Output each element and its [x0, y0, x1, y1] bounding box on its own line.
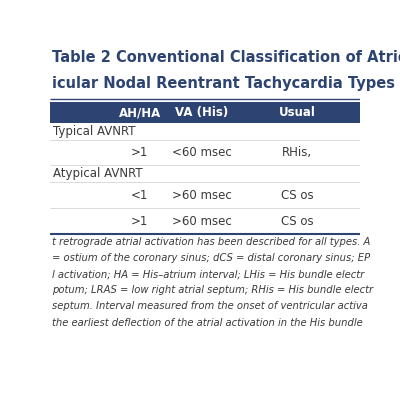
Text: Table 2 Conventional Classification of Atrioventr-: Table 2 Conventional Classification of A…: [52, 50, 400, 64]
Bar: [50, 140, 360, 165]
Text: >1: >1: [131, 146, 148, 159]
Text: <60 msec: <60 msec: [172, 146, 232, 159]
Text: Usual: Usual: [279, 106, 316, 119]
Text: Typical AVNRT: Typical AVNRT: [53, 126, 136, 138]
Text: septum. Interval measured from the onset of ventricular activa: septum. Interval measured from the onset…: [52, 302, 368, 312]
Bar: [50, 208, 360, 234]
Text: >60 msec: >60 msec: [172, 188, 232, 202]
Text: Atypical AVNRT: Atypical AVNRT: [53, 167, 143, 180]
Text: AH/HA: AH/HA: [119, 106, 161, 119]
Text: potum; LRAS = low right atrial septum; RHis = His bundle electr: potum; LRAS = low right atrial septum; R…: [52, 286, 373, 296]
Text: the earliest deflection of the atrial activation in the His bundle: the earliest deflection of the atrial ac…: [52, 318, 362, 328]
Text: t retrograde atrial activation has been described for all types. A: t retrograde atrial activation has been …: [52, 238, 370, 248]
Text: CS os: CS os: [281, 215, 314, 228]
Bar: [50, 102, 360, 124]
Text: >60 msec: >60 msec: [172, 215, 232, 228]
Text: icular Nodal Reentrant Tachycardia Types: icular Nodal Reentrant Tachycardia Types: [52, 76, 394, 91]
Bar: [50, 165, 360, 182]
Text: RHis,: RHis,: [282, 146, 312, 159]
Text: = ostium of the coronary sinus; dCS = distal coronary sinus; EP: = ostium of the coronary sinus; dCS = di…: [52, 254, 370, 264]
Text: <1: <1: [131, 188, 148, 202]
Text: VA (His): VA (His): [175, 106, 228, 119]
Bar: [50, 124, 360, 140]
Text: l activation; HA = His–atrium interval; LHis = His bundle electr: l activation; HA = His–atrium interval; …: [52, 270, 364, 280]
Text: >1: >1: [131, 215, 148, 228]
Bar: [50, 182, 360, 208]
Text: CS os: CS os: [281, 188, 314, 202]
